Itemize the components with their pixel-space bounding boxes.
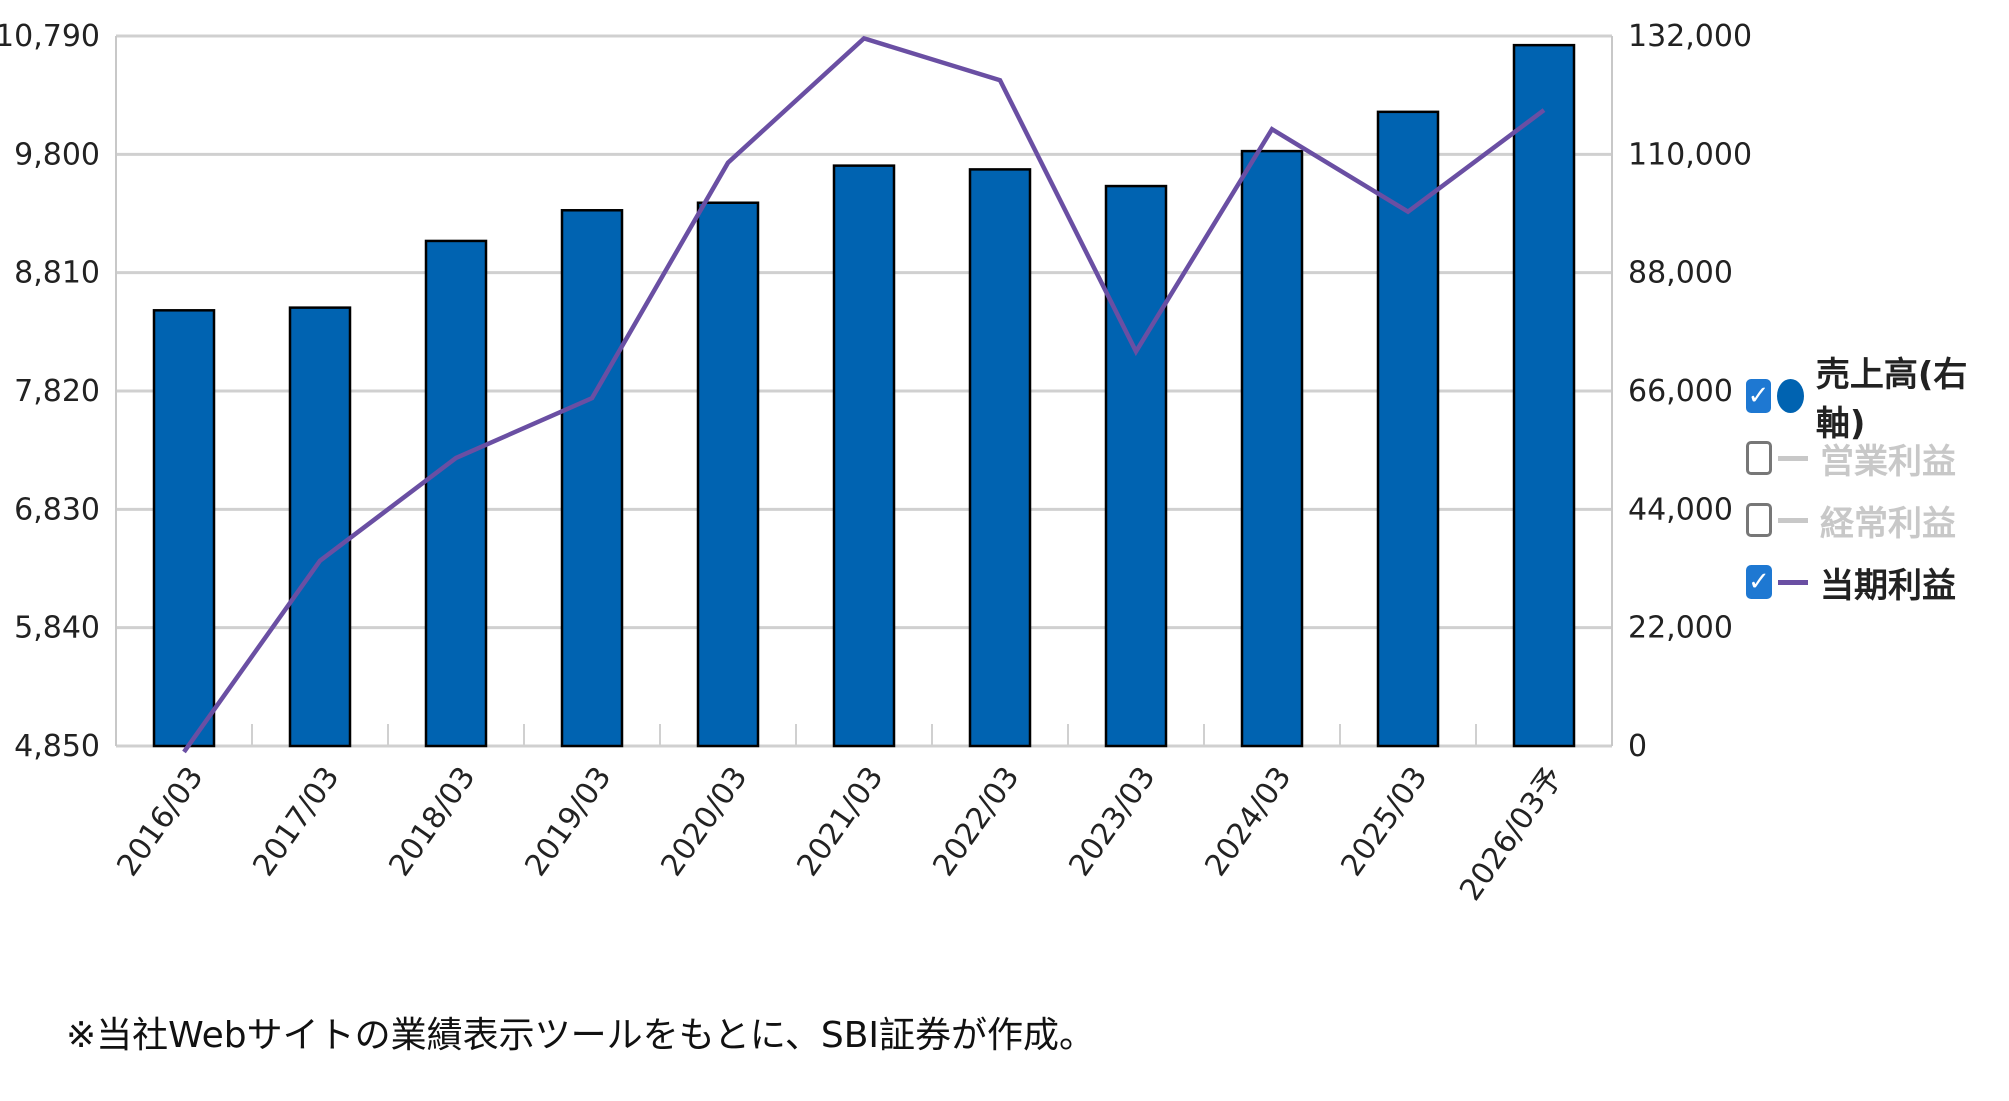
left-tick-label: 5,840	[14, 611, 100, 646]
legend-label: 経常利益	[1820, 503, 1956, 544]
x-tick-label: 2026/03予	[1453, 761, 1570, 908]
x-tick-label: 2019/03	[518, 761, 618, 883]
x-tick-label: 2017/03	[246, 761, 346, 883]
line-marker-icon	[1778, 455, 1808, 461]
bar	[288, 306, 352, 748]
circle-marker-icon	[1776, 379, 1804, 413]
left-tick-label: 10,790	[0, 19, 100, 54]
legend-item-operating-profit[interactable]: 営業利益	[1746, 427, 2009, 489]
left-tick-label: 8,810	[14, 256, 100, 291]
line-marker-icon	[1778, 517, 1808, 523]
checkbox-unchecked-icon[interactable]	[1746, 441, 1772, 475]
x-tick-label: 2018/03	[382, 761, 482, 883]
right-tick-label: 0	[1628, 729, 1647, 764]
footnote: ※当社Webサイトの業績表示ツールをもとに、SBI証券が作成。	[66, 1015, 1096, 1056]
x-tick-label: 2021/03	[790, 761, 890, 883]
bar	[560, 209, 624, 748]
right-tick-label: 44,000	[1628, 492, 1733, 527]
left-tick-label: 7,820	[14, 374, 100, 409]
legend-item-net-profit[interactable]: ✓ 当期利益	[1746, 551, 2009, 613]
legend: ✓ 売上高(右軸) 営業利益 経常利益 ✓ 当期利益	[1746, 355, 2009, 613]
right-tick-label: 132,000	[1628, 19, 1752, 54]
right-tick-label: 88,000	[1628, 256, 1733, 291]
bar	[1104, 184, 1168, 748]
bar	[152, 309, 216, 748]
x-tick-label: 2020/03	[654, 761, 754, 883]
bar	[1512, 43, 1576, 748]
x-tick-label: 2022/03	[926, 761, 1026, 883]
legend-label: 営業利益	[1820, 441, 1956, 482]
left-tick-label: 4,850	[14, 729, 100, 764]
checkbox-unchecked-icon[interactable]	[1746, 503, 1772, 537]
x-tick-label: 2025/03	[1334, 761, 1434, 883]
x-tick-label: 2023/03	[1062, 761, 1162, 883]
legend-item-sales[interactable]: ✓ 売上高(右軸)	[1746, 355, 2009, 444]
bar	[1376, 110, 1440, 748]
legend-label: 売上高(右軸)	[1815, 355, 1968, 444]
line-marker-icon	[1778, 579, 1808, 585]
legend-label: 当期利益	[1820, 565, 1956, 606]
bar	[1240, 149, 1304, 748]
checkbox-checked-icon[interactable]: ✓	[1746, 379, 1771, 413]
bar	[968, 168, 1032, 748]
legend-item-ordinary-profit[interactable]: 経常利益	[1746, 489, 2009, 551]
left-tick-label: 6,830	[14, 492, 100, 527]
bar	[696, 201, 760, 748]
bar	[424, 239, 488, 748]
right-tick-label: 66,000	[1628, 374, 1733, 409]
checkbox-checked-icon[interactable]: ✓	[1746, 565, 1772, 599]
x-tick-label: 2024/03	[1198, 761, 1298, 883]
bar	[832, 164, 896, 748]
left-tick-label: 9,800	[14, 137, 100, 172]
x-tick-label: 2016/03	[110, 761, 210, 883]
right-tick-label: 110,000	[1628, 137, 1752, 172]
right-tick-label: 22,000	[1628, 611, 1733, 646]
